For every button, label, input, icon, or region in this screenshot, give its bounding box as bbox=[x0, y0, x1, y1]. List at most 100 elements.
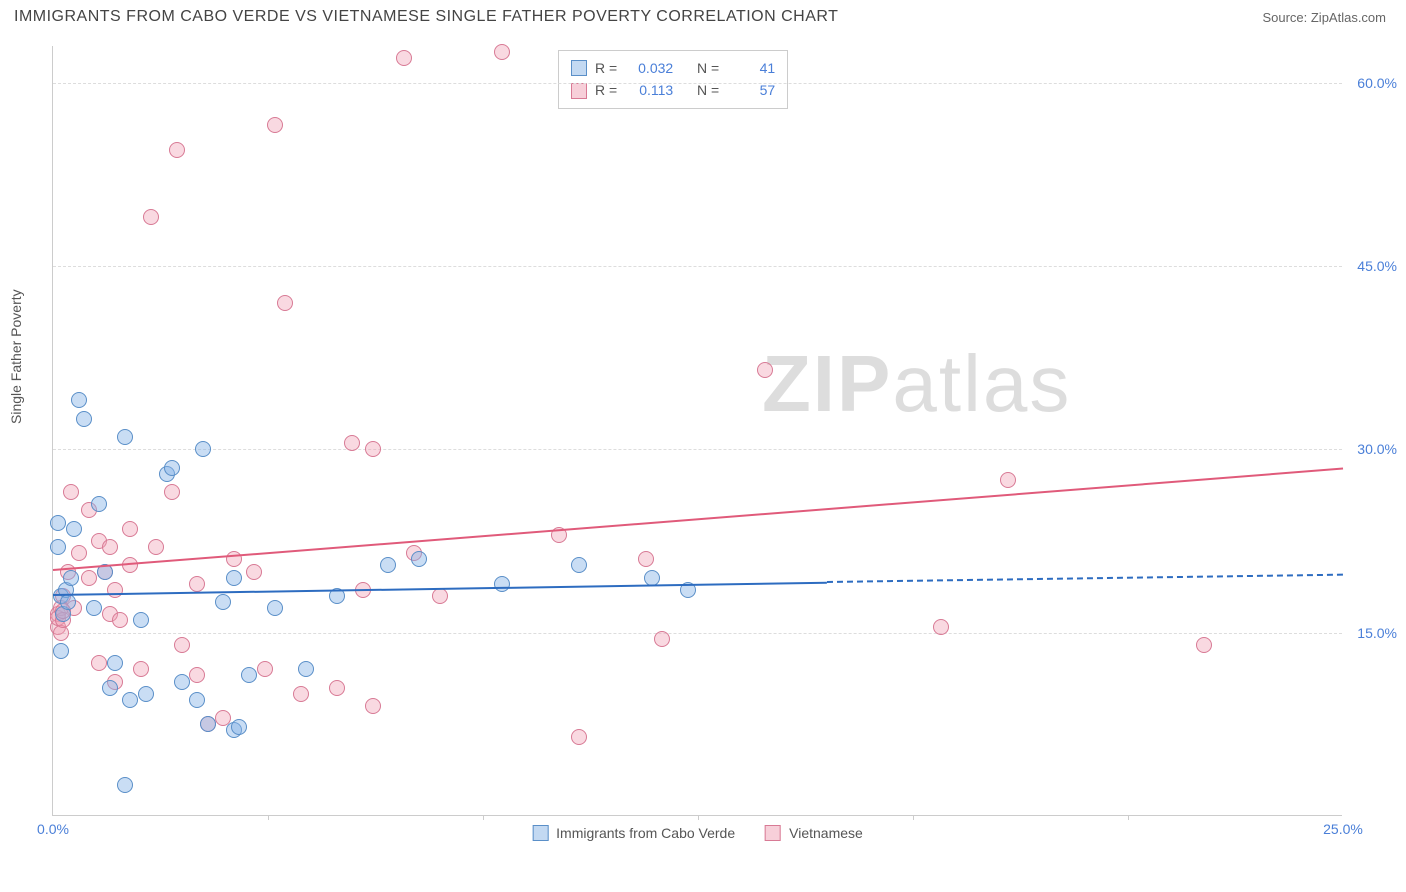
scatter-point-blue bbox=[91, 496, 107, 512]
ytick-label: 60.0% bbox=[1357, 75, 1397, 91]
n-value-blue: 41 bbox=[727, 57, 775, 79]
trendline-blue-dashed bbox=[827, 574, 1343, 583]
source-attribution: Source: ZipAtlas.com bbox=[1262, 10, 1386, 25]
scatter-point-blue bbox=[195, 441, 211, 457]
scatter-point-blue bbox=[189, 692, 205, 708]
scatter-point-blue bbox=[241, 667, 257, 683]
source-name: ZipAtlas.com bbox=[1311, 10, 1386, 25]
scatter-point-blue bbox=[298, 661, 314, 677]
scatter-point-blue bbox=[60, 594, 76, 610]
scatter-point-pink bbox=[71, 545, 87, 561]
scatter-point-blue bbox=[164, 460, 180, 476]
scatter-point-blue bbox=[117, 777, 133, 793]
legend-item-pink: Vietnamese bbox=[765, 825, 863, 841]
scatter-point-pink bbox=[933, 619, 949, 635]
scatter-point-pink bbox=[164, 484, 180, 500]
scatter-point-pink bbox=[494, 44, 510, 60]
scatter-point-blue bbox=[71, 392, 87, 408]
scatter-point-blue bbox=[50, 515, 66, 531]
scatter-point-blue bbox=[53, 643, 69, 659]
scatter-point-pink bbox=[638, 551, 654, 567]
scatter-point-blue bbox=[267, 600, 283, 616]
scatter-point-pink bbox=[133, 661, 149, 677]
scatter-point-pink bbox=[293, 686, 309, 702]
scatter-point-pink bbox=[277, 295, 293, 311]
watermark-atlas: atlas bbox=[892, 339, 1071, 428]
scatter-point-blue bbox=[571, 557, 587, 573]
scatter-point-pink bbox=[1000, 472, 1016, 488]
series-legend: Immigrants from Cabo Verde Vietnamese bbox=[532, 825, 863, 841]
ytick-label: 30.0% bbox=[1357, 441, 1397, 457]
scatter-point-pink bbox=[102, 539, 118, 555]
scatter-point-pink bbox=[246, 564, 262, 580]
scatter-point-pink bbox=[365, 698, 381, 714]
scatter-point-pink bbox=[257, 661, 273, 677]
xtick-mark bbox=[268, 815, 269, 820]
n-label: N = bbox=[697, 57, 719, 79]
chart-title: IMMIGRANTS FROM CABO VERDE VS VIETNAMESE… bbox=[14, 8, 838, 26]
ytick-label: 45.0% bbox=[1357, 258, 1397, 274]
legend-label-pink: Vietnamese bbox=[789, 825, 863, 841]
gridline bbox=[53, 266, 1342, 267]
scatter-point-blue bbox=[380, 557, 396, 573]
scatter-point-blue bbox=[117, 429, 133, 445]
scatter-point-pink bbox=[365, 441, 381, 457]
scatter-point-pink bbox=[122, 521, 138, 537]
scatter-point-pink bbox=[189, 667, 205, 683]
xtick-mark bbox=[1128, 815, 1129, 820]
scatter-point-pink bbox=[143, 209, 159, 225]
scatter-point-blue bbox=[133, 612, 149, 628]
scatter-point-pink bbox=[122, 557, 138, 573]
scatter-point-pink bbox=[112, 612, 128, 628]
scatter-point-blue bbox=[200, 716, 216, 732]
r-label: R = bbox=[595, 57, 617, 79]
scatter-point-pink bbox=[654, 631, 670, 647]
legend-swatch-blue bbox=[571, 60, 587, 76]
legend-swatch-blue-icon bbox=[532, 825, 548, 841]
scatter-point-pink bbox=[189, 576, 205, 592]
legend-swatch-pink bbox=[571, 83, 587, 99]
source-label: Source: bbox=[1262, 10, 1310, 25]
scatter-point-blue bbox=[174, 674, 190, 690]
scatter-point-pink bbox=[396, 50, 412, 66]
scatter-point-blue bbox=[66, 521, 82, 537]
scatter-point-pink bbox=[344, 435, 360, 451]
watermark-zip: ZIP bbox=[762, 339, 892, 428]
scatter-point-blue bbox=[231, 719, 247, 735]
xtick-label: 25.0% bbox=[1323, 821, 1363, 837]
watermark: ZIPatlas bbox=[762, 338, 1071, 430]
stats-legend: R = 0.032 N = 41 R = 0.113 N = 57 bbox=[558, 50, 788, 109]
scatter-point-pink bbox=[329, 680, 345, 696]
legend-swatch-pink-icon bbox=[765, 825, 781, 841]
scatter-point-blue bbox=[215, 594, 231, 610]
scatter-point-pink bbox=[571, 729, 587, 745]
ytick-label: 15.0% bbox=[1357, 625, 1397, 641]
xtick-label: 0.0% bbox=[37, 821, 69, 837]
r-value-blue: 0.032 bbox=[625, 57, 673, 79]
scatter-point-pink bbox=[148, 539, 164, 555]
gridline bbox=[53, 83, 1342, 84]
legend-label-blue: Immigrants from Cabo Verde bbox=[556, 825, 735, 841]
scatter-point-blue bbox=[138, 686, 154, 702]
scatter-point-pink bbox=[91, 655, 107, 671]
scatter-point-pink bbox=[267, 117, 283, 133]
xtick-mark bbox=[483, 815, 484, 820]
scatter-point-pink bbox=[432, 588, 448, 604]
gridline bbox=[53, 449, 1342, 450]
scatter-point-pink bbox=[63, 484, 79, 500]
scatter-point-blue bbox=[107, 655, 123, 671]
stats-row-blue: R = 0.032 N = 41 bbox=[571, 57, 775, 79]
scatter-point-blue bbox=[102, 680, 118, 696]
scatter-point-pink bbox=[107, 582, 123, 598]
scatter-point-pink bbox=[81, 570, 97, 586]
xtick-mark bbox=[698, 815, 699, 820]
scatter-point-blue bbox=[411, 551, 427, 567]
gridline bbox=[53, 633, 1342, 634]
scatter-chart: ZIPatlas R = 0.032 N = 41 R = 0.113 N = … bbox=[52, 46, 1342, 816]
xtick-mark bbox=[913, 815, 914, 820]
scatter-point-blue bbox=[122, 692, 138, 708]
scatter-point-blue bbox=[494, 576, 510, 592]
trendline-pink bbox=[53, 468, 1343, 571]
legend-item-blue: Immigrants from Cabo Verde bbox=[532, 825, 735, 841]
scatter-point-blue bbox=[226, 570, 242, 586]
